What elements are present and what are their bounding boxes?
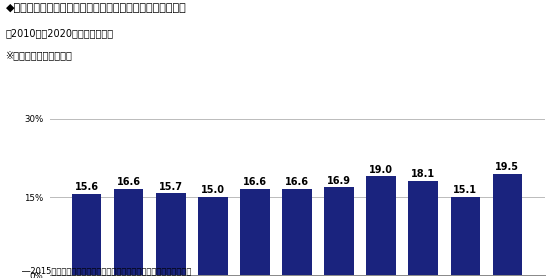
Text: ―2015年調査から当該設問に『わからない』の選択肢を追加している: ―2015年調査から当該設問に『わからない』の選択肢を追加している bbox=[22, 266, 191, 275]
Bar bbox=[409, 181, 438, 275]
Text: ◆主に運転している車が『コンパクトカー』である人の割合: ◆主に運転している車が『コンパクトカー』である人の割合 bbox=[6, 3, 186, 13]
Text: 18.1: 18.1 bbox=[411, 169, 435, 179]
Bar bbox=[324, 187, 354, 275]
Text: ※単一回答結果より抜粹: ※単一回答結果より抜粹 bbox=[6, 50, 73, 60]
Text: 16.6: 16.6 bbox=[117, 177, 141, 187]
Text: 16.6: 16.6 bbox=[243, 177, 267, 187]
Text: 19.0: 19.0 bbox=[369, 165, 393, 175]
Text: 15.1: 15.1 bbox=[453, 185, 477, 195]
Bar bbox=[366, 176, 396, 275]
Text: 19.5: 19.5 bbox=[496, 162, 519, 172]
Text: 15.6: 15.6 bbox=[75, 182, 98, 192]
Bar bbox=[72, 194, 101, 275]
Bar bbox=[450, 197, 480, 275]
Bar bbox=[240, 189, 270, 275]
Text: 16.9: 16.9 bbox=[327, 176, 351, 186]
Text: 16.6: 16.6 bbox=[285, 177, 309, 187]
Bar bbox=[198, 197, 228, 275]
Bar bbox=[156, 193, 185, 275]
Bar bbox=[114, 189, 144, 275]
Bar bbox=[493, 173, 522, 275]
Text: 15.0: 15.0 bbox=[201, 185, 225, 195]
Text: 15.7: 15.7 bbox=[159, 182, 183, 192]
Bar bbox=[282, 189, 312, 275]
Text: 、2010年～2020年：経年比較】: 、2010年～2020年：経年比較】 bbox=[6, 28, 114, 38]
